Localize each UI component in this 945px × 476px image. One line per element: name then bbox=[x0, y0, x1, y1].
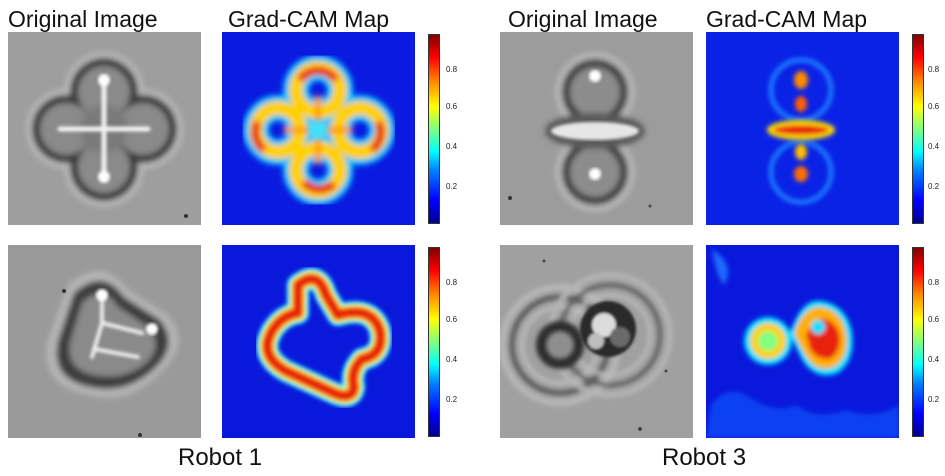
colorbar-2-tick: 0.4 bbox=[928, 142, 940, 151]
colorbar-4-tick: 0.2 bbox=[928, 395, 940, 404]
colorbar-3-tick: 0.6 bbox=[446, 315, 458, 324]
colorbar-2-tick: 0.6 bbox=[928, 102, 940, 111]
robot3-gradcam-map-2 bbox=[706, 245, 899, 438]
robot-3-label: Robot 3 bbox=[662, 444, 747, 471]
colorbar-1-tick: 0.6 bbox=[446, 102, 458, 111]
colorbar-1-tick: 0.4 bbox=[446, 142, 458, 151]
robot1-gradcam-map-1 bbox=[222, 32, 415, 225]
colorbar-4-tick: 0.8 bbox=[928, 278, 940, 287]
robot1-gradcam-map-2 bbox=[222, 245, 415, 438]
colorbar-3-tick: 0.8 bbox=[446, 278, 458, 287]
robot3-original-image-1 bbox=[500, 32, 693, 225]
header-gradcam-map-left: Grad-CAM Map bbox=[228, 6, 390, 32]
colorbar-3-tick: 0.4 bbox=[446, 355, 458, 364]
colorbar-2-tick: 0.2 bbox=[928, 182, 940, 191]
header-original-image-left: Original Image bbox=[8, 6, 158, 32]
robot1-original-image-1 bbox=[8, 32, 201, 225]
robot3-original-image-2 bbox=[500, 245, 693, 438]
header-original-image-right: Original Image bbox=[508, 6, 658, 32]
colorbar-2 bbox=[912, 34, 924, 224]
robot3-gradcam-map-1 bbox=[706, 32, 899, 225]
robot-1-label: Robot 1 bbox=[178, 444, 263, 471]
colorbar-4-tick: 0.6 bbox=[928, 315, 940, 324]
colorbar-2-tick: 0.8 bbox=[928, 65, 940, 74]
colorbar-4-tick: 0.4 bbox=[928, 355, 940, 364]
robot1-original-image-2 bbox=[8, 245, 201, 438]
colorbar-1 bbox=[428, 34, 440, 224]
colorbar-3 bbox=[428, 247, 440, 437]
colorbar-4 bbox=[912, 247, 924, 437]
colorbar-3-tick: 0.2 bbox=[446, 395, 458, 404]
colorbar-1-tick: 0.8 bbox=[446, 65, 458, 74]
colorbar-1-tick: 0.2 bbox=[446, 182, 458, 191]
header-gradcam-map-right: Grad-CAM Map bbox=[706, 6, 868, 32]
